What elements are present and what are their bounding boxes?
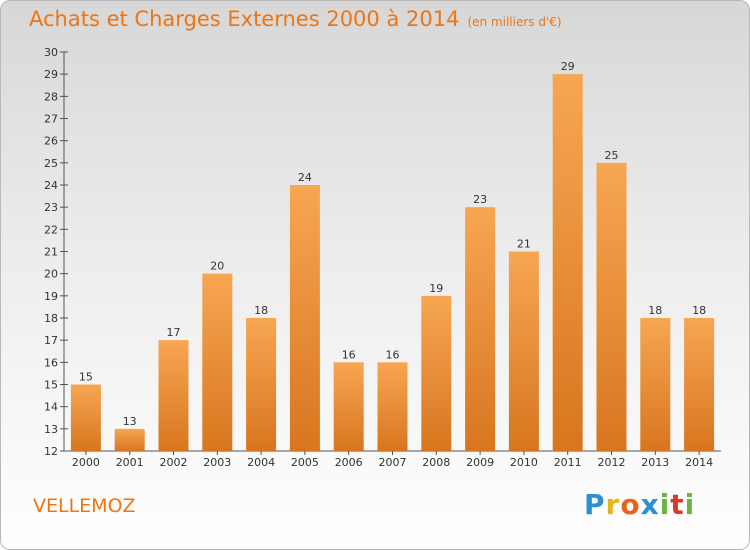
x-tick-label: 2004: [247, 456, 275, 469]
y-tick-label: 22: [44, 223, 58, 236]
x-tick-label: 2001: [116, 456, 144, 469]
bar: [465, 207, 496, 451]
y-tick-label: 19: [44, 290, 58, 303]
chart-bars: [70, 74, 715, 452]
bar: [70, 384, 101, 451]
y-tick-label: 15: [44, 379, 58, 392]
x-tick-label: 2011: [554, 456, 582, 469]
bar-value-label: 15: [79, 371, 93, 384]
bar-value-label: 29: [561, 60, 575, 73]
logo-letter: r: [605, 488, 621, 521]
bar: [289, 185, 320, 451]
bar: [246, 318, 277, 451]
bar-value-label: 16: [386, 348, 400, 361]
bar-value-label: 18: [648, 304, 662, 317]
x-tick-label: 2008: [422, 456, 450, 469]
y-tick-label: 28: [44, 90, 58, 103]
logo-letter: i: [684, 488, 696, 521]
bar-value-label: 20: [210, 260, 224, 273]
chart-title-unit: (en milliers d'€): [467, 15, 562, 29]
bar: [421, 295, 452, 451]
y-tick-label: 27: [44, 113, 58, 126]
y-tick-label: 26: [44, 135, 58, 148]
x-tick-label: 2014: [685, 456, 713, 469]
y-tick-label: 16: [44, 356, 58, 369]
y-tick-label: 18: [44, 312, 58, 325]
chart-title: Achats et Charges Externes 2000 à 2014 (e…: [29, 7, 562, 31]
logo-letter: P: [584, 488, 606, 521]
y-tick-label: 23: [44, 201, 58, 214]
y-tick-label: 12: [44, 445, 58, 458]
x-tick-label: 2010: [510, 456, 538, 469]
x-tick-label: 2013: [641, 456, 669, 469]
x-tick-label: 2003: [203, 456, 231, 469]
x-tick-label: 2007: [379, 456, 407, 469]
bar: [377, 362, 408, 451]
y-tick-label: 13: [44, 423, 58, 436]
bar-value-label: 21: [517, 238, 531, 251]
bar-value-label: 23: [473, 193, 487, 206]
y-tick-label: 24: [44, 179, 58, 192]
commune-name: VELLEMOZ: [33, 495, 136, 517]
bar: [114, 428, 145, 451]
bar: [596, 162, 627, 452]
bar-value-label: 18: [254, 304, 268, 317]
bar: [552, 74, 583, 452]
y-tick-label: 14: [44, 401, 58, 414]
chart-axes: 12 13 14 15 16 17 18 19 20 21 22 23 24 25 26 27 28 29 30: [44, 46, 721, 458]
bar: [333, 362, 364, 451]
logo-letter: i: [659, 488, 671, 521]
x-tick-label: 2000: [72, 456, 100, 469]
bar-value-label: 17: [167, 326, 181, 339]
bar: [508, 251, 539, 451]
chart-labels: 2000 15 2001 13 2002 17 2003 20 2004 18 2005 24 2006…: [72, 60, 713, 469]
y-tick-label: 29: [44, 68, 58, 81]
bar-value-label: 18: [692, 304, 706, 317]
chart-title-main: Achats et Charges Externes 2000 à 2014: [29, 7, 460, 31]
proxiti-logo: Proxiti: [584, 488, 695, 521]
x-tick-label: 2005: [291, 456, 319, 469]
x-tick-label: 2009: [466, 456, 494, 469]
logo-letter: t: [670, 488, 685, 521]
bar-value-label: 19: [429, 282, 443, 295]
x-tick-label: 2012: [598, 456, 626, 469]
bar: [684, 318, 715, 451]
y-tick-label: 25: [44, 157, 58, 170]
y-tick-label: 20: [44, 268, 58, 281]
y-tick-label: 21: [44, 246, 58, 259]
bar: [202, 273, 233, 451]
bar: [158, 340, 189, 451]
logo-letter: o: [620, 488, 641, 521]
bar-value-label: 16: [342, 348, 356, 361]
y-tick-label: 17: [44, 334, 58, 347]
logo-letter: x: [640, 488, 660, 521]
x-tick-label: 2002: [160, 456, 188, 469]
bar: [640, 318, 671, 451]
bar-value-label: 13: [123, 415, 137, 428]
y-tick-label: 30: [44, 46, 58, 59]
x-tick-label: 2006: [335, 456, 363, 469]
bar-value-label: 25: [605, 149, 619, 162]
bar-value-label: 24: [298, 171, 312, 184]
